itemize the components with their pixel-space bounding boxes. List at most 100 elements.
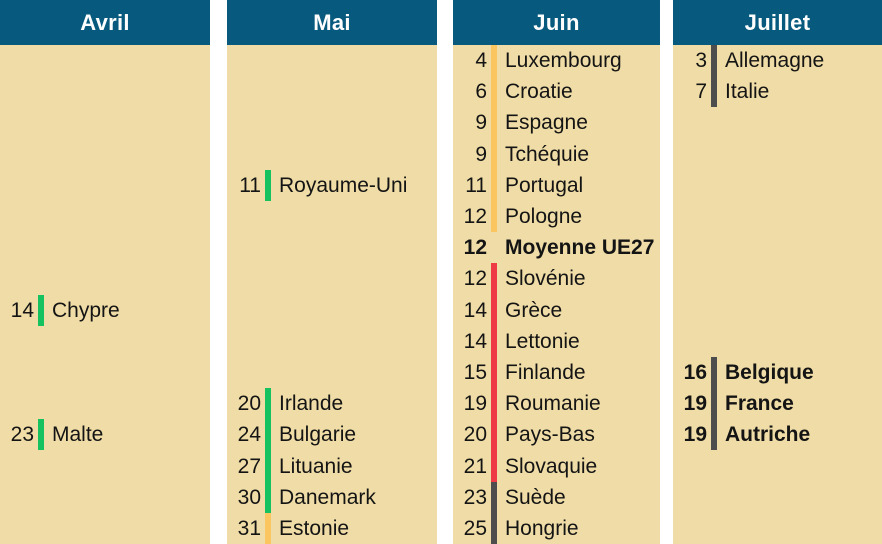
calendar-entry: 4 Luxembourg [453,45,660,77]
day-number: 19 [683,392,707,416]
calendar-entry: 25 Hongrie [453,512,660,544]
month-body-mai: 11 Royaume-Uni 20 Irlande 24 Bulgarie 27 Lituan… [227,45,437,544]
country-label: Suède [505,485,566,509]
calendar-entry: 11 Royaume-Uni [227,169,437,201]
color-bar [491,294,497,326]
color-bar [491,419,497,451]
color-bar [491,76,497,108]
day-number: 23 [463,485,487,509]
month-title: Juin [533,9,580,35]
country-label: Moyenne UE27 [505,236,655,260]
month-body-juin: 4 Luxembourg 6 Croatie 9 Espagne 9 Tchéquie 11 Po… [453,45,660,544]
country-label: Lettonie [505,329,580,353]
calendar-entry: 23 Malte [0,419,210,451]
color-bar [491,263,497,295]
calendar-entry: 31 Estonie [227,512,437,544]
calendar-entry: 9 Espagne [453,107,660,139]
calendar-entry: 19 France [673,388,882,420]
country-label: Pologne [505,205,583,229]
color-bar [491,356,497,389]
color-bar [491,481,497,513]
country-label: Bulgarie [279,423,357,447]
calendar-entry: 6 Croatie [453,76,660,108]
month-header-juin: Juin [453,0,660,45]
calendar-entry: 3 Allemagne [673,45,882,77]
calendar-entry: 14 Chypre [0,294,210,326]
color-bar [265,450,271,482]
calendar-entry: 20 Pays-Bas [453,419,660,451]
country-label: Malte [52,423,104,447]
calendar-entry: 30 Danemark [227,481,437,513]
country-label: Lituanie [279,454,353,478]
calendar-entry: 7 Italie [673,76,882,108]
day-number: 20 [463,423,487,447]
calendar-entry: 15 Finlande [453,356,660,389]
color-bar [711,76,717,108]
color-bar [491,107,497,139]
color-bar [711,419,717,451]
calendar-entry: 21 Slovaquie [453,450,660,482]
country-label: Estonie [279,516,350,540]
color-bar [491,450,497,482]
calendar-entry: 23 Suède [453,481,660,513]
country-label: France [725,392,794,416]
day-number: 6 [475,80,487,104]
country-label: Autriche [725,423,811,447]
country-label: Royaume-Uni [279,173,408,197]
country-label: Danemark [279,485,376,509]
month-header-mai: Mai [227,0,437,45]
color-bar [491,388,497,420]
month-column-mai: Mai 11 Royaume-Uni 20 Irlande 24 Bulgarie 27 Li… [227,0,437,544]
day-number: 14 [463,298,487,322]
country-label: Grèce [505,298,563,322]
country-label: Slovénie [505,267,586,291]
color-bar [711,45,717,77]
month-column-juillet: Juillet 3 Allemagne 7 Italie 16 Belgique 19 Fra… [673,0,882,544]
day-number: 15 [463,360,487,384]
day-number: 12 [463,205,487,229]
country-label: Allemagne [725,49,825,73]
calendar-entry: 16 Belgique [673,356,882,389]
calendar-entry: 24 Bulgarie [227,419,437,451]
month-header-avril: Avril [0,0,210,45]
country-label: Finlande [505,360,586,384]
country-label: Croatie [505,80,573,104]
day-number: 4 [475,49,487,73]
country-label: Portugal [505,173,584,197]
month-body-juillet: 3 Allemagne 7 Italie 16 Belgique 19 France 19 Aut… [673,45,882,544]
calendar-entry: 9 Tchéquie [453,138,660,170]
country-label: Hongrie [505,516,579,540]
color-bar [491,138,497,170]
day-number: 20 [237,392,261,416]
day-number: 31 [237,516,261,540]
day-number: 3 [695,49,707,73]
calendar-entry: 19 Autriche [673,419,882,451]
color-bar [265,512,271,544]
color-bar [491,232,497,263]
color-bar [38,419,44,451]
calendar-entry: 11 Portugal [453,169,660,201]
country-label: Pays-Bas [505,423,595,447]
day-number: 12 [463,236,487,260]
color-bar [491,169,497,201]
day-number: 11 [465,173,487,197]
color-bar [491,512,497,544]
color-bar [38,294,44,326]
country-label: Tchéquie [505,142,590,166]
calendar-entry: 12 Pologne [453,200,660,233]
color-bar [265,419,271,451]
color-bar [491,325,497,357]
day-number: 19 [683,423,707,447]
day-number: 24 [237,423,261,447]
country-label: Belgique [725,360,814,384]
day-number: 21 [463,454,487,478]
calendar-entry: 12 Slovénie [453,263,660,295]
day-number: 14 [10,298,34,322]
day-number: 12 [463,267,487,291]
day-number: 30 [237,485,261,509]
day-number: 11 [239,173,261,197]
month-column-avril: Avril 14 Chypre 23 Malte [0,0,210,544]
country-label: Irlande [279,392,344,416]
country-label: Luxembourg [505,49,622,73]
calendar-entry: 14 Lettonie [453,325,660,357]
